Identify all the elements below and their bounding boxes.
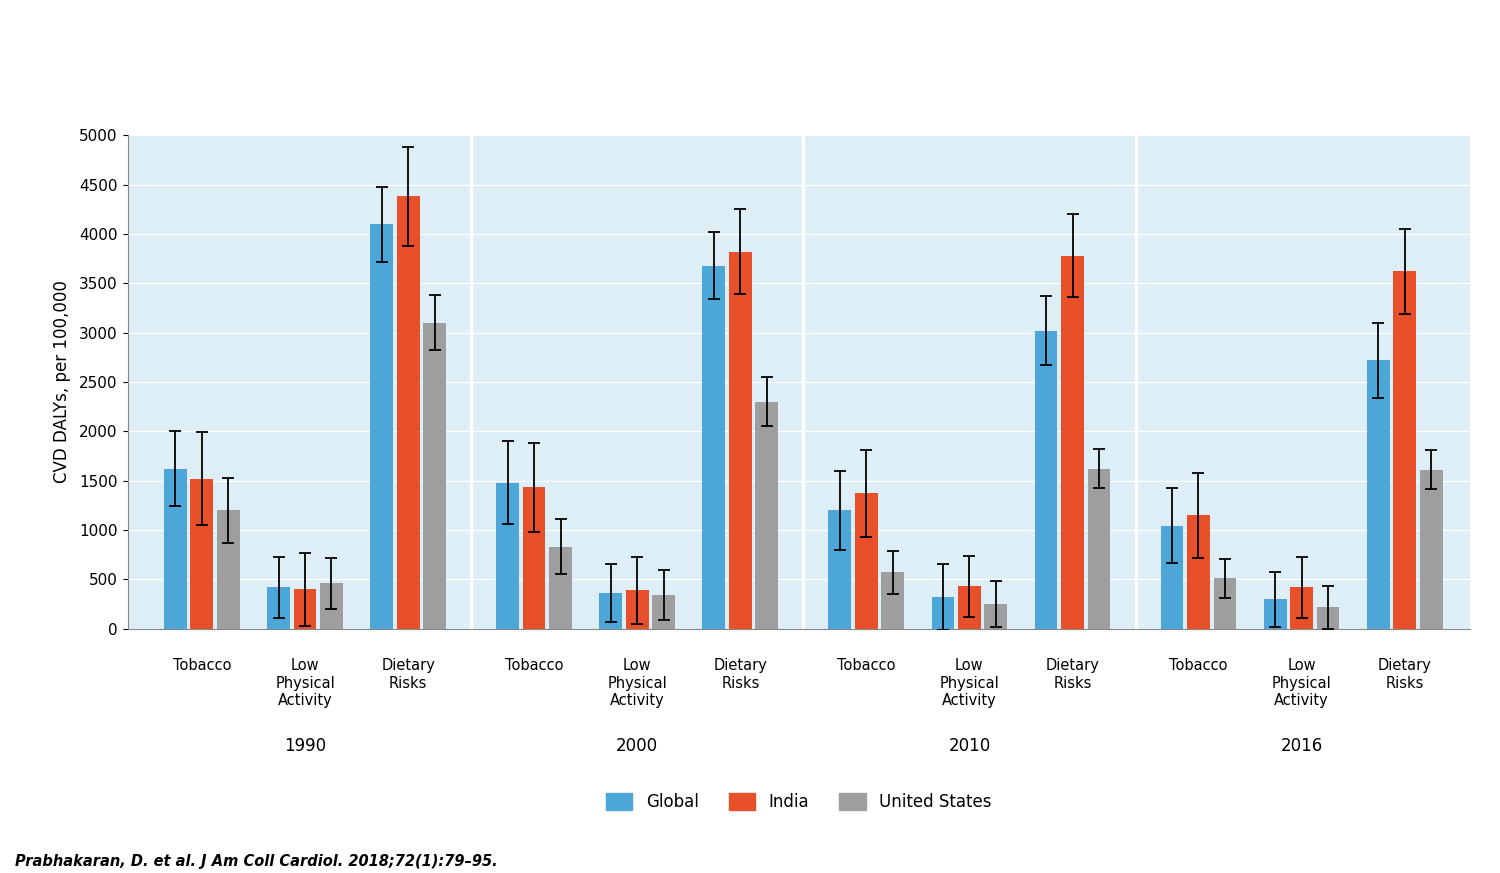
Bar — [1420, 470, 1443, 629]
Text: Low
Physical
Activity: Low Physical Activity — [1272, 658, 1332, 708]
Bar — [190, 478, 213, 629]
Bar — [320, 583, 344, 629]
Bar — [1317, 608, 1340, 629]
Bar — [267, 588, 290, 629]
Text: Dietary
Risks: Dietary Risks — [1046, 658, 1100, 691]
Bar — [1214, 578, 1236, 629]
Bar — [549, 546, 572, 629]
Bar — [217, 510, 240, 629]
Bar — [652, 595, 675, 629]
Bar — [1263, 600, 1287, 629]
Bar — [1186, 515, 1210, 629]
Bar — [396, 196, 420, 629]
Bar — [958, 586, 981, 629]
Text: 2010: 2010 — [948, 737, 990, 755]
Bar — [164, 469, 188, 629]
Bar — [932, 597, 954, 629]
Bar — [496, 483, 519, 629]
Text: Prabhakaran, D. et al. J Am Coll Cardiol. 2018;72(1):79–95.: Prabhakaran, D. et al. J Am Coll Cardiol… — [15, 854, 498, 869]
Bar — [1161, 526, 1184, 629]
Bar — [882, 573, 904, 629]
Bar — [1394, 272, 1416, 629]
Text: Dietary
Risks: Dietary Risks — [381, 658, 435, 691]
Text: Tobacco: Tobacco — [1168, 658, 1227, 673]
Bar — [626, 590, 648, 629]
Bar — [984, 604, 1008, 629]
Text: Low
Physical
Activity: Low Physical Activity — [939, 658, 999, 708]
Text: Tobacco: Tobacco — [172, 658, 231, 673]
Legend: Global, India, United States: Global, India, United States — [597, 785, 1000, 820]
Text: Dietary
Risks: Dietary Risks — [1378, 658, 1431, 691]
Bar — [600, 593, 622, 629]
Y-axis label: CVD DALYs, per 100,000: CVD DALYs, per 100,000 — [53, 280, 70, 484]
Text: Cardiovascular Diseases Attributable to Behavioral Risk Factors: Cardiovascular Diseases Attributable to … — [249, 31, 1251, 58]
Bar — [855, 493, 877, 629]
Bar — [370, 224, 393, 629]
Text: Low
Physical
Activity: Low Physical Activity — [274, 658, 334, 708]
Text: Tobacco: Tobacco — [506, 658, 564, 673]
Bar — [729, 251, 752, 629]
Bar — [294, 589, 316, 629]
Text: 2016: 2016 — [1281, 737, 1323, 755]
Bar — [756, 402, 778, 629]
Bar — [1366, 361, 1389, 629]
Bar — [522, 487, 546, 629]
Bar — [1035, 331, 1058, 629]
Text: 1990: 1990 — [284, 737, 326, 755]
Text: Low
Physical
Activity: Low Physical Activity — [608, 658, 668, 708]
Bar — [1060, 256, 1084, 629]
Text: Dietary
Risks: Dietary Risks — [714, 658, 768, 691]
Text: (Both Sexes, Age-Standardized, DALYs per 100,000): (Both Sexes, Age-Standardized, DALYs per… — [344, 78, 1156, 106]
Bar — [1088, 469, 1110, 629]
Text: Tobacco: Tobacco — [837, 658, 896, 673]
Bar — [1290, 588, 1312, 629]
Bar — [702, 265, 726, 629]
Bar — [423, 323, 445, 629]
Bar — [828, 510, 850, 629]
Text: 2000: 2000 — [616, 737, 658, 755]
